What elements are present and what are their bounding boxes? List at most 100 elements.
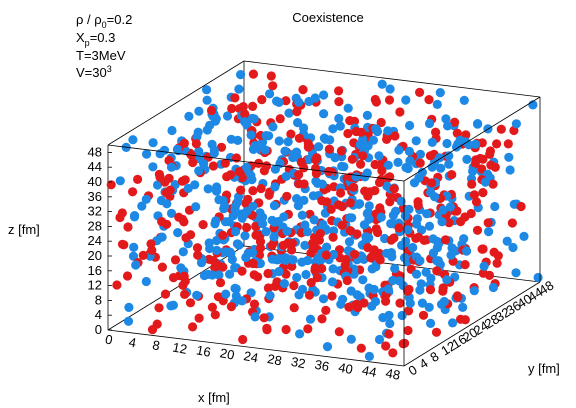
particle-point (224, 217, 234, 227)
particle-point (405, 298, 415, 308)
particle-point (371, 262, 381, 272)
particle-point (255, 258, 265, 269)
particle-point (383, 126, 393, 136)
particle-point (413, 200, 423, 211)
box-edge (243, 60, 541, 98)
particle-point (279, 212, 289, 222)
particle-point (248, 186, 258, 196)
particle-point (492, 139, 502, 149)
particle-point (337, 220, 347, 230)
particle-point (147, 325, 158, 335)
z-tick-label: 20 (88, 248, 102, 263)
y-tick-label: 4 (417, 355, 431, 372)
particle-point (417, 298, 427, 308)
particle-point (192, 132, 202, 142)
particle-point (340, 260, 350, 270)
particle-point (472, 225, 483, 235)
particle-point (401, 236, 411, 246)
particle-point (207, 302, 217, 312)
particle-point (202, 95, 212, 105)
particle-point (413, 232, 424, 242)
particle-point (148, 138, 158, 148)
box-edge (107, 144, 405, 182)
particle-point (314, 142, 324, 152)
particle-point (507, 218, 517, 228)
particle-point (230, 283, 240, 293)
particle-point (179, 271, 189, 281)
particle-point (129, 242, 139, 252)
z-tick-label: 32 (88, 204, 102, 219)
particle-point (442, 275, 452, 285)
particle-point (344, 302, 354, 312)
particle-point (247, 175, 257, 185)
particle-point (288, 255, 298, 265)
y-tick-label: 40 (514, 291, 534, 311)
particle-point (243, 194, 253, 204)
particle-point (349, 116, 360, 126)
particle-point (381, 296, 391, 306)
particle-point (424, 302, 434, 312)
particle-point (350, 249, 360, 259)
particle-point (179, 138, 189, 148)
particle-point (292, 194, 302, 204)
particle-point (166, 162, 177, 172)
particle-point (240, 231, 250, 241)
particle-point (188, 322, 198, 332)
particle-point (282, 226, 292, 236)
particle-point (327, 277, 337, 287)
particle-point (469, 190, 479, 200)
particle-point (486, 160, 496, 170)
particle-point (176, 263, 186, 273)
particle-point (165, 185, 175, 195)
particle-point (493, 251, 503, 261)
x-axis-label: x [fm] (198, 390, 230, 405)
particle-point (395, 298, 405, 308)
z-tick-label: 48 (88, 144, 102, 159)
particle-point (230, 93, 240, 103)
z-tick-label: 0 (95, 322, 102, 337)
particle-point (303, 255, 313, 266)
particle-point (346, 286, 356, 296)
particle-point (141, 194, 151, 204)
particle-point (384, 329, 394, 339)
particle-point (212, 245, 222, 255)
particle-point (292, 272, 302, 283)
particle-point (160, 289, 171, 299)
particle-point (468, 166, 478, 176)
particle-point (310, 263, 320, 273)
particle-point (317, 179, 327, 189)
particle-point (356, 127, 366, 137)
particle-point (207, 270, 217, 280)
particle-point (435, 88, 445, 98)
particle-point (490, 201, 500, 212)
particle-point (377, 166, 387, 176)
particle-point (376, 212, 386, 222)
particle-point (268, 122, 278, 132)
z-tick-label: 16 (88, 263, 102, 278)
y-tick-label: 12 (438, 338, 458, 358)
particle-point (408, 242, 418, 253)
particle-point (226, 302, 236, 312)
particle-point (453, 292, 463, 302)
particle-point (250, 141, 260, 151)
particle-point (257, 95, 267, 105)
particle-point (292, 107, 302, 117)
particle-point (369, 284, 379, 295)
particle-point (269, 232, 279, 242)
particle-point (294, 133, 304, 143)
temperature-label: T=3MeV (76, 48, 126, 63)
particle-point (250, 312, 260, 322)
particle-point (403, 325, 413, 336)
particle-point (351, 172, 361, 182)
particle-point (299, 195, 309, 205)
particle-point (324, 144, 335, 154)
particle-point (327, 291, 337, 301)
y-tick-label: 20 (460, 325, 480, 345)
particle-point (259, 166, 269, 176)
particle-point (367, 251, 378, 261)
particle-point (511, 268, 521, 278)
particle-point (438, 286, 448, 296)
particle-point (298, 85, 308, 95)
particle-point (364, 351, 374, 361)
particle-point (496, 124, 506, 134)
